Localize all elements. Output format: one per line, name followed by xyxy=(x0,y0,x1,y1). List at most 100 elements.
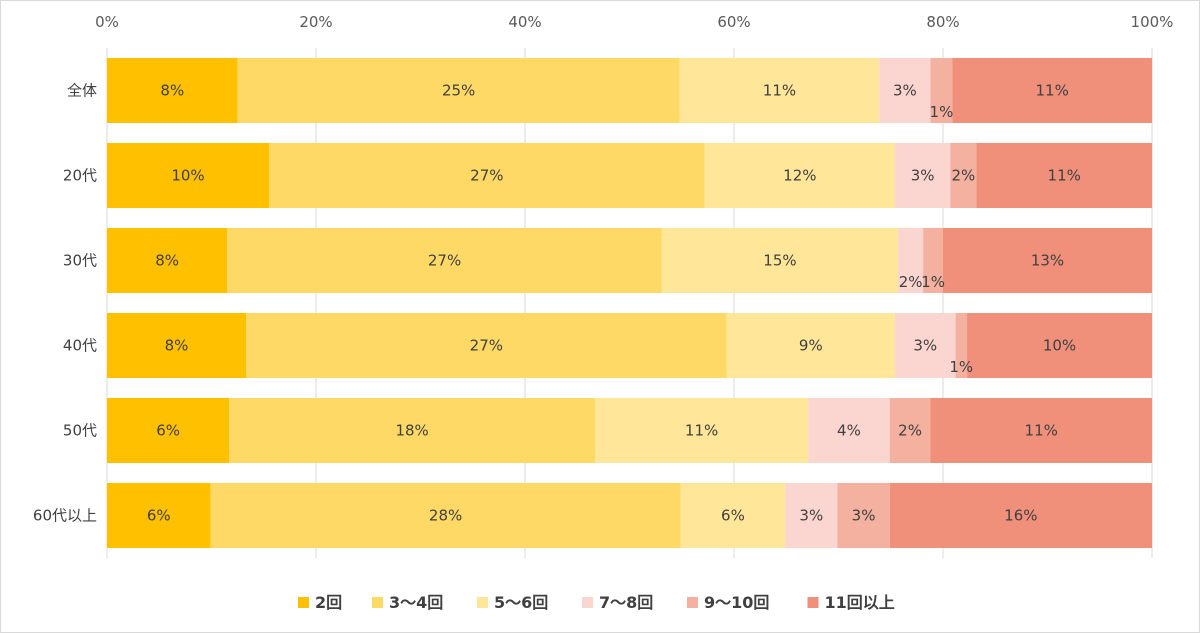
bar-segment xyxy=(107,228,228,293)
bar-segment xyxy=(245,313,727,378)
bar-segment xyxy=(898,228,924,293)
bar-segment xyxy=(107,483,211,548)
bar-segment xyxy=(680,483,786,548)
data-label: 9% xyxy=(799,337,823,355)
bar-segment xyxy=(726,313,895,378)
data-label: 11% xyxy=(1025,422,1058,440)
category-labels: 全体 20代 30代 40代 50代 60代以上 xyxy=(33,82,97,525)
data-label: 11% xyxy=(1048,167,1081,185)
data-label: 6% xyxy=(156,422,180,440)
data-label: 6% xyxy=(147,507,171,525)
bar-segment xyxy=(894,143,951,208)
gridlines xyxy=(106,48,1153,558)
bar-segment xyxy=(704,143,895,208)
legend-label: 9～10回 xyxy=(704,593,769,612)
x-tick-label: 80% xyxy=(926,13,959,31)
data-label: 3% xyxy=(893,82,917,100)
bar-segment xyxy=(976,143,1152,208)
bar-segment xyxy=(679,58,880,123)
bar-segment xyxy=(785,483,838,548)
legend-swatch xyxy=(298,597,309,608)
bar-segment xyxy=(923,228,943,293)
bar-segment xyxy=(107,398,230,463)
legend-label: 7～8回 xyxy=(599,593,653,612)
bar-segment xyxy=(930,58,953,123)
data-label: 12% xyxy=(783,167,816,185)
bar-segment xyxy=(661,228,899,293)
data-label: 1% xyxy=(949,358,973,376)
bar-segment xyxy=(889,398,931,463)
bar-segment xyxy=(268,143,705,208)
legend-swatch xyxy=(372,597,383,608)
data-label: 27% xyxy=(428,252,461,270)
data-label: 28% xyxy=(429,507,462,525)
data-label: 10% xyxy=(1043,337,1076,355)
legend-swatch xyxy=(477,597,488,608)
bar-segment xyxy=(952,58,1152,123)
x-tick-label: 20% xyxy=(299,13,332,31)
data-label: 3% xyxy=(852,507,876,525)
x-tick-label: 100% xyxy=(1131,13,1174,31)
data-labels: 8% 25% 11% 3% 1% 11% 10% 27% 12% 3% 2% 11% 8% 27% 15% 2… xyxy=(147,82,1081,525)
bar-segment xyxy=(955,313,968,378)
bar-segment xyxy=(930,398,1152,463)
bar-segment xyxy=(943,228,1152,293)
data-label: 4% xyxy=(837,422,861,440)
data-label: 1% xyxy=(921,273,945,291)
data-label: 2% xyxy=(951,167,975,185)
bars xyxy=(107,58,1152,548)
data-label: 3% xyxy=(913,337,937,355)
data-label: 11% xyxy=(763,82,796,100)
bar-segment xyxy=(950,143,977,208)
category-label: 40代 xyxy=(63,337,97,355)
legend-label: 2回 xyxy=(315,593,342,612)
bar-segment xyxy=(107,58,238,123)
data-label: 3% xyxy=(799,507,823,525)
data-label: 8% xyxy=(160,82,184,100)
data-label: 25% xyxy=(442,82,475,100)
x-axis-ticks: 0% 20% 40% 60% 80% 100% xyxy=(95,13,1173,31)
bar-segment xyxy=(229,398,596,463)
data-label: 3% xyxy=(911,167,935,185)
bar-segment xyxy=(967,313,1152,378)
category-label: 20代 xyxy=(63,167,97,185)
legend: 2回 3～4回 5～6回 7～8回 9～10回 11回以上 xyxy=(298,593,895,612)
bar-segment xyxy=(808,398,890,463)
data-label: 1% xyxy=(930,103,954,121)
category-label: 60代以上 xyxy=(33,507,97,525)
bar-segment xyxy=(107,313,246,378)
data-label: 11% xyxy=(1036,82,1069,100)
category-label: 全体 xyxy=(67,82,97,100)
bar-segment xyxy=(210,483,681,548)
legend-label: 3～4回 xyxy=(389,593,443,612)
data-label: 6% xyxy=(721,507,745,525)
bar-segment xyxy=(227,228,662,293)
data-label: 8% xyxy=(155,252,179,270)
bar-segment xyxy=(107,143,269,208)
data-label: 15% xyxy=(763,252,796,270)
x-tick-label: 40% xyxy=(508,13,541,31)
data-label: 10% xyxy=(171,167,204,185)
category-label: 30代 xyxy=(63,252,97,270)
bar-segment xyxy=(837,483,890,548)
bar-segment xyxy=(879,58,931,123)
legend-swatch xyxy=(807,597,819,608)
data-label: 13% xyxy=(1031,252,1064,270)
data-label: 16% xyxy=(1004,507,1037,525)
data-label: 18% xyxy=(395,422,428,440)
bar-segment xyxy=(889,483,1152,548)
data-label: 8% xyxy=(165,337,189,355)
data-label: 2% xyxy=(898,422,922,440)
data-label: 27% xyxy=(470,167,503,185)
category-label: 50代 xyxy=(63,422,97,440)
bar-segment xyxy=(595,398,809,463)
data-label: 27% xyxy=(470,337,503,355)
legend-swatch xyxy=(582,597,593,608)
legend-label: 5～6回 xyxy=(494,593,548,612)
legend-label: 11回以上 xyxy=(825,593,895,612)
x-tick-label: 60% xyxy=(717,13,750,31)
bar-segment xyxy=(894,313,956,378)
data-label: 2% xyxy=(899,273,923,291)
x-tick-label: 0% xyxy=(95,13,119,31)
